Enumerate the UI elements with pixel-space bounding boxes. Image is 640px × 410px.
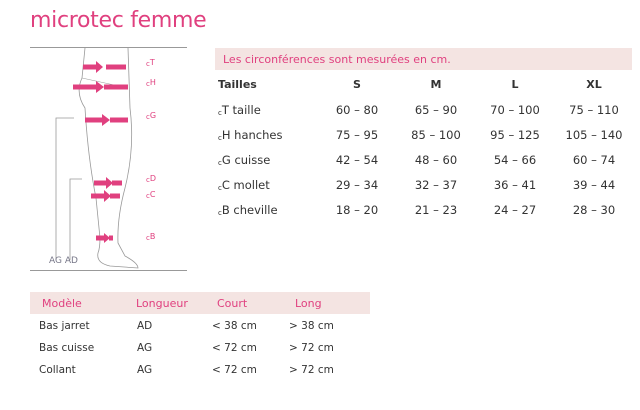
cell: 60 – 74 [572,153,616,167]
cell: 75 – 110 [569,103,619,117]
cell: 36 – 41 [493,178,537,192]
cell: 48 – 60 [414,153,458,167]
row-code: H [221,128,231,142]
divider [30,47,187,48]
cell: 70 – 100 [490,103,540,117]
models-table: Modèle Longueur Court Long Bas jarret AD <… [30,292,370,382]
cell: Collant [39,364,76,376]
cell: 85 – 100 [411,128,461,142]
row-code: T [221,103,229,117]
cell: > 38 cm [289,320,334,332]
circumference-prefix: c [218,109,222,117]
cell: > 72 cm [289,342,334,354]
row-label: cH hanches [218,128,282,142]
cell: 32 – 37 [414,178,458,192]
circumference-prefix: c [218,184,222,192]
row-label: cT taille [218,103,261,117]
row-name: mollet [233,178,270,192]
label-G: cG [146,111,157,121]
circumference-prefix: c [218,209,222,217]
cell: > 72 cm [289,364,334,376]
row-code: B [221,203,230,217]
label-D: cD [146,174,157,184]
row-code: G [221,153,231,167]
sizes-table: Les circonférences sont mesurées en cm. … [215,48,632,218]
cell: 95 – 125 [490,128,540,142]
divider [30,270,187,271]
cell: 29 – 34 [335,178,379,192]
cell: 24 – 27 [493,203,537,217]
cell: < 72 cm [212,364,257,376]
cell: 75 – 95 [335,128,379,142]
cell: Bas cuisse [39,342,95,354]
label-C: cC [146,190,156,200]
cell: < 72 cm [212,342,257,354]
cell: 65 – 90 [414,103,458,117]
length-labels: AG AD [49,256,78,266]
cell: 54 – 66 [493,153,537,167]
cell: 105 – 140 [565,128,623,142]
row-code: C [221,178,230,192]
cell: AG [137,342,153,354]
label-T: cT [146,58,155,68]
label-B: cB [146,232,156,242]
cell: 60 – 80 [335,103,379,117]
row-name: cheville [233,203,278,217]
row-label: cC mollet [218,178,270,192]
cell: 39 – 44 [572,178,616,192]
cell: AD [137,320,153,332]
cell: 18 – 20 [335,203,379,217]
cell: 28 – 30 [572,203,616,217]
cell: AG [137,364,153,376]
page-title: microtec femme [30,8,207,33]
cell: 42 – 54 [335,153,379,167]
circumference-prefix: c [218,134,222,142]
row-name: taille [232,103,261,117]
row-label: cG cuisse [218,153,270,167]
caption: Les circonférences sont mesurées en cm. [223,53,451,66]
cell: 21 – 23 [414,203,458,217]
circumference-prefix: c [218,159,222,167]
label-H: cH [146,78,156,88]
row-label: cB cheville [218,203,278,217]
cell: < 38 cm [212,320,257,332]
row-name: cuisse [234,153,271,167]
leg-diagram [55,48,139,269]
row-name: hanches [234,128,283,142]
cell: Bas jarret [39,320,90,332]
